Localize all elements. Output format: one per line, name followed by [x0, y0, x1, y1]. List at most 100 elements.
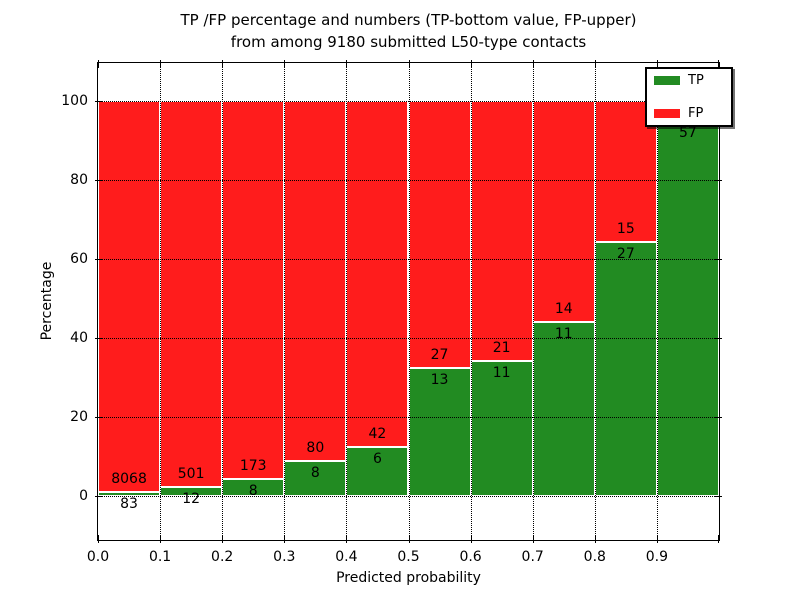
y-tick-mark: [95, 259, 103, 261]
tp-count-label: 13: [430, 371, 449, 388]
tp-count-label: 12: [182, 491, 201, 508]
x-tick-label: 0.5: [397, 549, 420, 565]
x-tick-mark: [284, 60, 286, 68]
gridline-horizontal: [98, 496, 719, 498]
gridline-vertical: [284, 63, 286, 540]
tp-count-label: 8: [310, 464, 320, 481]
x-tick-mark: [222, 60, 224, 68]
legend-item-tp: TP: [654, 74, 724, 87]
x-tick-mark: [346, 60, 348, 68]
y-tick-mark: [95, 417, 103, 419]
x-tick-mark: [532, 60, 534, 68]
x-tick-label: 0.8: [583, 549, 606, 565]
tp-count-label: 6: [372, 451, 382, 468]
x-tick-mark: [718, 60, 719, 68]
y-tick-mark: [714, 338, 722, 340]
x-tick-mark: [656, 60, 658, 68]
y-tick-label: 100: [61, 92, 88, 109]
gridline-horizontal: [98, 100, 719, 102]
y-tick-mark: [95, 100, 103, 102]
y-tick-label: 20: [70, 409, 88, 426]
gridline-vertical: [656, 63, 658, 540]
tp-count-label: 57: [679, 124, 697, 141]
gridline-horizontal: [98, 338, 719, 340]
x-tick-mark: [594, 60, 596, 68]
tp-count-label: 8: [248, 483, 258, 499]
plot-area: 8068 83 501 12 173 8 80 8 42 6 27 13 21 11 14 11 15 27 57: [95, 60, 722, 543]
x-tick-label: 0.4: [335, 549, 358, 565]
x-tick-mark: [718, 535, 719, 543]
gridline-vertical: [408, 63, 410, 540]
gridline-horizontal: [98, 259, 719, 261]
gridline-vertical: [222, 63, 224, 540]
gridline-vertical: [346, 63, 348, 540]
x-tick-label: 0.6: [459, 549, 482, 565]
x-tick-mark: [98, 60, 99, 68]
bar-segment-fp: [98, 100, 161, 493]
x-tick-label: 0.1: [148, 549, 172, 565]
chart-title-line2: from among 9180 submitted L50-type conta…: [230, 33, 587, 51]
gridline-vertical: [160, 63, 162, 540]
x-tick-mark: [594, 535, 596, 543]
bar-segment-tp: [408, 367, 471, 497]
chart-title: TP /FP percentage and numbers (TP-bottom…: [97, 9, 720, 53]
y-tick-label: 0: [79, 488, 88, 505]
gridline-vertical: [594, 63, 596, 540]
x-tick-mark: [346, 535, 348, 543]
bar-segment-tp: [346, 447, 409, 497]
bar-segment-fp: [470, 100, 533, 361]
y-tick-label: 80: [70, 172, 88, 189]
gridline-horizontal: [98, 417, 719, 419]
gridline-vertical: [470, 63, 472, 540]
y-tick-label: 40: [70, 330, 88, 347]
legend: TP FP: [645, 67, 733, 127]
fp-count-label: 8068: [111, 471, 147, 488]
tp-count-label: 27: [616, 246, 635, 263]
fp-count-label: 14: [554, 301, 573, 318]
x-tick-mark: [656, 535, 658, 543]
x-tick-label: 0.7: [521, 549, 544, 565]
x-axis-label: Predicted probability: [336, 570, 481, 586]
x-tick-label: 0.3: [273, 549, 296, 565]
x-tick-label: 0.9: [645, 549, 669, 565]
tp-count-label: 83: [120, 496, 138, 513]
y-tick-mark: [714, 496, 722, 498]
y-tick-mark: [714, 259, 722, 261]
y-tick-mark: [714, 180, 722, 182]
bar-segment-fp: [408, 100, 471, 368]
gridline-horizontal: [98, 180, 719, 182]
x-tick-mark: [532, 535, 534, 543]
fp-count-label: 21: [492, 339, 511, 356]
tp-count-label: 11: [554, 326, 573, 343]
chart-title-line1: TP /FP percentage and numbers (TP-bottom…: [180, 11, 637, 29]
fp-swatch-icon: [654, 109, 680, 118]
bar-segment-tp: [594, 242, 657, 497]
x-tick-mark: [408, 60, 410, 68]
x-tick-label: 0.2: [211, 549, 234, 565]
fp-count-label: 27: [430, 346, 449, 363]
bar-segment-tp: [98, 492, 161, 497]
y-tick-label: 60: [70, 251, 88, 268]
bar-segment-fp: [532, 100, 595, 323]
x-tick-mark: [470, 60, 472, 68]
fp-count-label: 173: [239, 458, 267, 474]
tp-swatch-icon: [654, 76, 680, 85]
bar-segment-tp: [284, 460, 347, 497]
x-tick-mark: [222, 535, 224, 543]
bar-segment-fp: [284, 100, 347, 461]
bar-segment-tp: [532, 322, 595, 497]
bar-segment-tp: [656, 120, 719, 497]
x-tick-mark: [284, 535, 286, 543]
fp-count-label: 42: [368, 426, 387, 443]
legend-label-fp: FP: [688, 106, 704, 121]
fp-count-label: 15: [616, 221, 635, 238]
x-tick-mark: [160, 60, 162, 68]
x-tick-mark: [408, 535, 410, 543]
y-tick-mark: [95, 180, 103, 182]
legend-label-tp: TP: [688, 73, 704, 88]
bar-segment-tp: [470, 360, 533, 497]
bar-segment-fp: [222, 100, 285, 479]
bar-segment-fp: [160, 100, 223, 488]
x-tick-mark: [160, 535, 162, 543]
bar-segment-fp: [346, 100, 409, 448]
